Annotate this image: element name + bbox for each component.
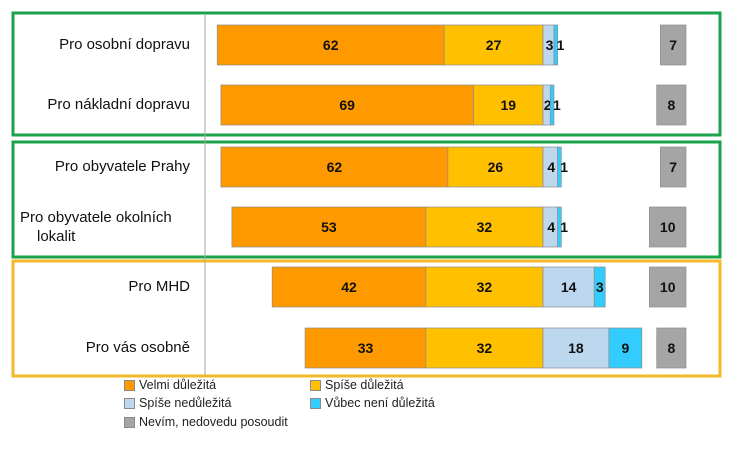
bar-spise-dulezita-2 [473, 84, 544, 126]
bar-vubec-neni-dulezita-5 [593, 266, 606, 308]
data-label-spise-dulezita-5: 32 [477, 279, 493, 295]
data-label-velmi-dulezita-4: 53 [321, 219, 337, 235]
data-label-spise-dulezita-2: 19 [500, 97, 516, 113]
legend-swatch [310, 379, 321, 391]
data-label-spise-dulezita-4: 32 [477, 219, 493, 235]
bar-spise-dulezita-4 [425, 206, 544, 248]
data-label-nevim-nedovedu-posoudit-3: 7 [669, 159, 677, 175]
bar-spise-dulezita-3 [447, 146, 544, 188]
data-label-spise-nedulezita-6: 18 [568, 340, 584, 356]
bar-velmi-dulezita-2 [220, 84, 474, 126]
group-frames [11, 11, 722, 378]
data-label-vubec-neni-dulezita-3: 1 [560, 159, 568, 175]
legend-swatch [310, 397, 321, 409]
data-label-spise-dulezita-3: 26 [488, 159, 504, 175]
data-label-velmi-dulezita-5: 42 [341, 279, 357, 295]
bar-nevim-nedovedu-posoudit-6 [656, 327, 687, 369]
bar-nevim-nedovedu-posoudit-1 [660, 24, 687, 66]
category-label-pro-mhd: Pro MHD [128, 278, 190, 295]
data-label-nevim-nedovedu-posoudit-4: 10 [660, 219, 676, 235]
bar-velmi-dulezita-4 [231, 206, 427, 248]
bar-nevim-nedovedu-posoudit-4 [649, 206, 687, 248]
bar-velmi-dulezita-1 [216, 24, 445, 66]
legend-label: Vůbec není důležitá [325, 396, 435, 410]
bar-spise-nedulezita-5 [542, 266, 595, 308]
category-label-pro-vas-osobne: Pro vás osobně [86, 339, 190, 356]
legend-label: Spíše nedůležitá [139, 396, 232, 410]
legend-swatch [124, 397, 135, 409]
group-frame-1 [11, 11, 722, 137]
data-label-nevim-nedovedu-posoudit-5: 10 [660, 279, 676, 295]
legend-label: Nevím, nedovedu posoudit [139, 415, 288, 429]
bar-spise-dulezita-1 [443, 24, 544, 66]
data-label-nevim-nedovedu-posoudit-1: 7 [669, 37, 677, 53]
bar-spise-nedulezita-6 [542, 327, 610, 369]
data-label-spise-dulezita-1: 27 [486, 37, 502, 53]
legend-item-spise-nedulezita: Spíše nedůležitá [124, 396, 231, 410]
category-label-pro-osobni-dopravu: Pro osobní dopravu [59, 36, 190, 53]
legend: Velmi důležitá Spíše důležitá Spíše nedůle… [124, 378, 524, 448]
legend-label: Spíše důležitá [325, 378, 404, 392]
data-label-spise-nedulezita-3: 4 [547, 159, 555, 175]
data-label-spise-nedulezita-1: 3 [546, 37, 554, 53]
legend-item-spise-dulezita: Spíše důležitá [310, 378, 404, 392]
data-label-vubec-neni-dulezita-2: 1 [553, 97, 561, 113]
data-label-vubec-neni-dulezita-4: 1 [560, 219, 568, 235]
bar-velmi-dulezita-6 [304, 327, 427, 369]
data-label-velmi-dulezita-1: 62 [323, 37, 339, 53]
legend-item-nevim-nedovedu-posoudit: Nevím, nedovedu posoudit [124, 415, 288, 429]
data-label-nevim-nedovedu-posoudit-6: 8 [667, 340, 675, 356]
data-label-vubec-neni-dulezita-6: 9 [621, 340, 629, 356]
data-label-nevim-nedovedu-posoudit-2: 8 [667, 97, 675, 113]
data-label-velmi-dulezita-3: 62 [327, 159, 343, 175]
category-labels: Pro osobní dopravu Pro nákladní dopravu Pr… [20, 36, 190, 356]
data-label-vubec-neni-dulezita-1: 1 [557, 37, 565, 53]
category-label-pro-obyvatele-okolnich-lokalit: Pro obyvatele okolních lokalit [20, 209, 172, 245]
data-label-velmi-dulezita-2: 69 [339, 97, 355, 113]
data-label-vubec-neni-dulezita-5: 3 [596, 279, 604, 295]
bar-vubec-neni-dulezita-1 [553, 24, 558, 66]
bar-vubec-neni-dulezita-2 [549, 84, 555, 126]
bar-vubec-neni-dulezita-6 [608, 327, 643, 369]
legend-swatch [124, 379, 135, 391]
legend-swatch [124, 416, 135, 428]
group-frame-2 [11, 140, 722, 259]
bar-vubec-neni-dulezita-3 [557, 146, 562, 188]
bar-velmi-dulezita-3 [220, 146, 449, 188]
bar-spise-dulezita-6 [425, 327, 544, 369]
legend-label: Velmi důležitá [139, 378, 217, 392]
bar-vubec-neni-dulezita-4 [557, 206, 562, 248]
data-label-spise-dulezita-6: 32 [477, 340, 493, 356]
bar-nevim-nedovedu-posoudit-2 [656, 84, 687, 126]
data-label-spise-nedulezita-4: 4 [547, 219, 555, 235]
legend-item-vubec-neni-dulezita: Vůbec není důležitá [310, 396, 435, 410]
bar-nevim-nedovedu-posoudit-3 [660, 146, 687, 188]
bar-velmi-dulezita-5 [271, 266, 427, 308]
category-label-pro-obyvatele-prahy: Pro obyvatele Prahy [55, 158, 191, 175]
data-label-spise-nedulezita-5: 14 [561, 279, 577, 295]
group-frame-3 [11, 259, 722, 378]
bar-spise-dulezita-5 [425, 266, 544, 308]
data-label-velmi-dulezita-6: 33 [358, 340, 374, 356]
data-label-spise-nedulezita-2: 2 [544, 97, 552, 113]
legend-item-velmi-dulezita: Velmi důležitá [124, 378, 216, 392]
category-label-pro-nakladni-dopravu: Pro nákladní dopravu [47, 96, 190, 113]
bar-nevim-nedovedu-posoudit-5 [649, 266, 687, 308]
